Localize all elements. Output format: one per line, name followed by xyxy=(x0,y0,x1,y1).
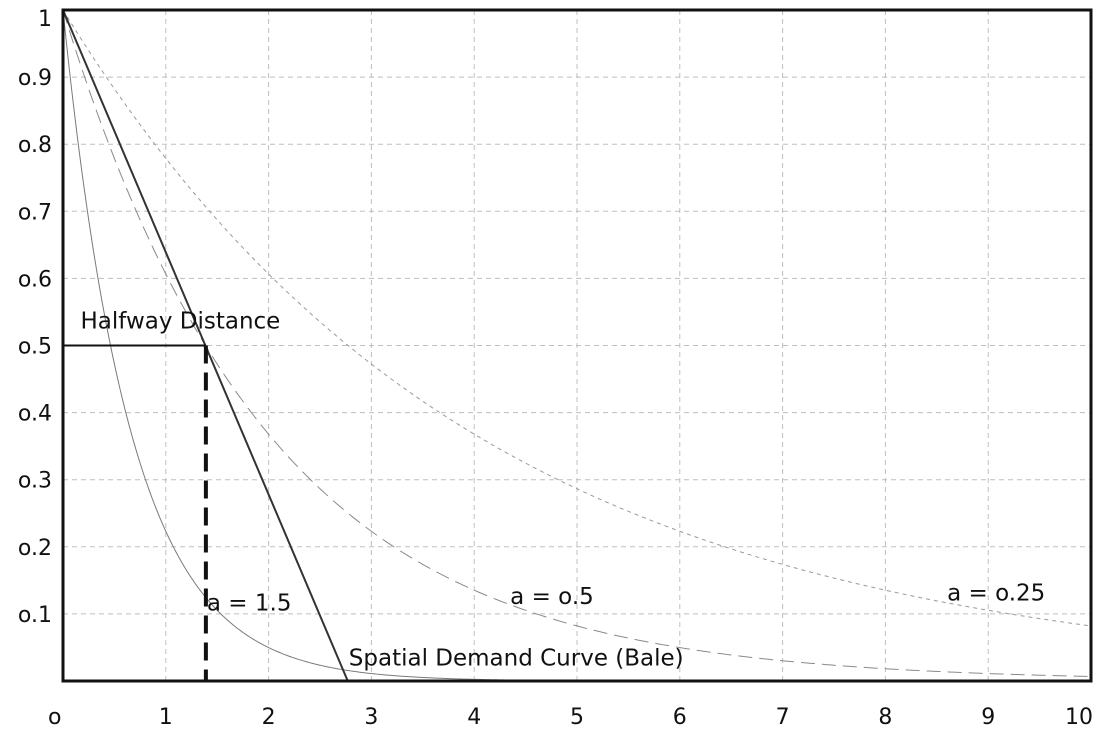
x-tick-label: 4 xyxy=(467,705,481,730)
halfway-distance-label: Halfway Distance xyxy=(80,309,280,335)
y-tick-label: o.4 xyxy=(18,402,52,427)
label-spatial-demand-curve: Spatial Demand Curve (Bale) xyxy=(349,646,684,672)
x-tick-label: 7 xyxy=(776,705,790,730)
plot-frame xyxy=(61,8,1093,683)
label-a-1-5: a = 1.5 xyxy=(207,591,292,617)
y-tick-label: o.8 xyxy=(18,133,52,158)
grid-layer xyxy=(63,10,1091,681)
series-line-2 xyxy=(62,9,1092,677)
tick-labels: o 1 2 3 4 5 6 7 8 9 10 o.1 o.2 o.3 o.4 o.5 o.6 o.7 o.8 o.9 1 xyxy=(18,7,1093,730)
label-a-0-25: a = o.25 xyxy=(947,580,1045,606)
series-line-3 xyxy=(62,9,1092,627)
y-tick-label: o.2 xyxy=(18,536,52,561)
x-tick-label: 1 xyxy=(159,705,173,730)
y-tick-label: o.9 xyxy=(18,66,52,91)
x-tick-label: 8 xyxy=(878,705,892,730)
x-tick-label: 10 xyxy=(1065,705,1093,730)
x-tick-label: 6 xyxy=(673,705,687,730)
y-tick-label: o.7 xyxy=(18,200,52,225)
y-tick-label: 1 xyxy=(38,7,52,32)
annotation-layer: Halfway Distance a = 1.5 a = o.5 a = o.2… xyxy=(63,309,1045,681)
x-tick-label: 9 xyxy=(981,705,995,730)
y-tick-label: o.5 xyxy=(18,335,52,360)
label-a-0-5: a = o.5 xyxy=(510,584,594,610)
y-tick-label: o.1 xyxy=(18,603,52,628)
y-tick-label: o.3 xyxy=(18,469,52,494)
x-tick-label: 3 xyxy=(364,705,378,730)
x-tick-label: 5 xyxy=(570,705,584,730)
x-tick-label: o xyxy=(48,705,61,730)
y-tick-label: o.6 xyxy=(18,267,52,292)
x-tick-label: 2 xyxy=(262,705,276,730)
